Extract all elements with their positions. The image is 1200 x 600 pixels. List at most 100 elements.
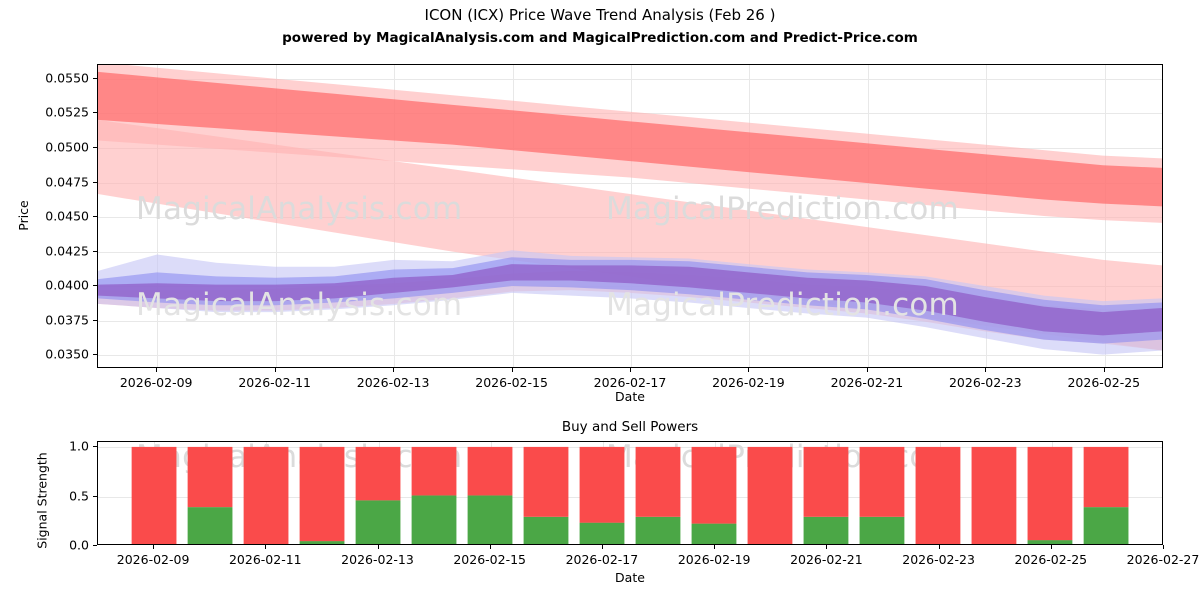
bar-sell-power-9 — [635, 446, 681, 517]
powers-y-axis-title: Signal Strength — [34, 452, 50, 549]
price-ytick-mark-1 — [93, 319, 97, 321]
powers-xtick-mark-3 — [489, 545, 491, 549]
price-plot-area: MagicalAnalysis.com MagicalPrediction.co… — [97, 64, 1163, 368]
powers-plot-area: MagicalAnalysis.com MagicalPrediction.co… — [97, 441, 1163, 545]
price-xtick-mark-0 — [156, 368, 158, 372]
price-ytick-label-0: 0.0350 — [45, 346, 89, 362]
price-xtick-label-0: 2026-02-09 — [119, 375, 193, 390]
powers-xtick-mark-1 — [265, 545, 267, 549]
powers-xtick-label-9: 2026-02-27 — [1126, 552, 1200, 567]
powers-xtick-label-0: 2026-02-09 — [116, 552, 190, 567]
price-gridline-v-7 — [986, 65, 988, 367]
bar-buy-power-9 — [635, 516, 681, 544]
powers-xtick-label-1: 2026-02-11 — [228, 552, 302, 567]
price-band-purple-core — [98, 264, 1162, 336]
bar-sell-power-12 — [803, 446, 849, 517]
price-band-upper-red-band-inner — [98, 71, 1162, 207]
price-ytick-label-5: 0.0475 — [45, 174, 89, 189]
powers-ytick-label-0: 0.0 — [69, 537, 89, 553]
bar-sell-power-14 — [915, 446, 961, 544]
price-ytick-mark-5 — [93, 181, 97, 183]
powers-xtick-mark-2 — [377, 545, 379, 549]
powers-ytick-label-1: 0.5 — [69, 488, 89, 503]
bar-buy-power-10 — [691, 523, 737, 544]
price-ytick-label-7: 0.0525 — [45, 104, 89, 120]
powers-xtick-label-2: 2026-02-13 — [341, 552, 414, 567]
powers-gridline-h-1 — [98, 496, 1162, 498]
price-gridline-h-8 — [98, 78, 1162, 80]
price-xtick-mark-3 — [511, 368, 513, 372]
powers-xtick-mark-7 — [938, 545, 940, 549]
price-ytick-mark-4 — [93, 216, 97, 217]
bar-buy-power-3 — [299, 541, 345, 544]
price-xtick-label-4: 2026-02-17 — [593, 375, 667, 390]
price-xtick-label-2: 2026-02-13 — [356, 375, 430, 390]
price-xtick-label-1: 2026-02-11 — [238, 375, 312, 390]
price-gridline-h-5 — [98, 182, 1162, 184]
bar-sell-power-2 — [243, 446, 289, 544]
price-xtick-mark-2 — [393, 368, 395, 372]
powers-x-axis-title: Date — [615, 570, 645, 585]
price-band-blue-band-mid — [98, 257, 1162, 344]
price-xtick-label-7: 2026-02-23 — [948, 375, 1022, 390]
powers-ytick-mark-2 — [93, 446, 97, 447]
bar-buy-power-8 — [579, 522, 625, 544]
powers-ytick-mark-1 — [93, 495, 97, 497]
bar-sell-power-15 — [971, 446, 1017, 544]
bar-buy-power-16 — [1027, 540, 1073, 544]
bar-sell-power-7 — [523, 446, 569, 517]
bar-sell-power-3 — [299, 446, 345, 542]
price-ytick-label-8: 0.0550 — [45, 70, 89, 86]
price-xtick-mark-6 — [866, 368, 868, 372]
powers-xtick-mark-5 — [714, 545, 716, 549]
price-xtick-label-3: 2026-02-15 — [475, 375, 548, 390]
price-ytick-mark-3 — [93, 250, 97, 252]
price-gridline-h-1 — [98, 320, 1162, 322]
bar-buy-power-7 — [523, 516, 569, 544]
bar-sell-power-5 — [411, 446, 457, 496]
price-ytick-mark-6 — [93, 146, 97, 148]
price-ytick-label-6: 0.0500 — [45, 139, 89, 155]
powers-gridline-h-2 — [98, 447, 1162, 448]
page-subtitle: powered by MagicalAnalysis.com and Magic… — [282, 30, 918, 46]
bar-sell-power-16 — [1027, 446, 1073, 541]
bar-buy-power-4 — [355, 500, 401, 544]
bar-buy-power-1 — [187, 507, 233, 544]
powers-xtick-mark-9 — [1163, 545, 1164, 549]
bar-sell-power-6 — [467, 446, 513, 496]
bar-sell-power-10 — [691, 446, 737, 524]
powers-panel-title: Buy and Sell Powers — [561, 419, 699, 435]
price-ytick-label-1: 0.0375 — [45, 312, 89, 328]
bar-buy-power-5 — [411, 495, 457, 544]
bar-buy-power-6 — [467, 495, 513, 544]
price-gridline-v-6 — [867, 65, 869, 367]
bar-buy-power-13 — [859, 516, 905, 544]
powers-xtick-label-7: 2026-02-23 — [902, 552, 975, 567]
price-ytick-mark-2 — [93, 285, 97, 287]
powers-ytick-mark-0 — [93, 545, 97, 546]
price-ytick-label-3: 0.0425 — [45, 243, 89, 258]
price-wave-chart: MagicalAnalysis.com MagicalPrediction.co… — [45, 64, 1163, 390]
bar-buy-power-17 — [1083, 507, 1129, 544]
price-xtick-mark-1 — [274, 368, 276, 372]
powers-xtick-mark-6 — [826, 545, 828, 549]
price-gridline-v-0 — [157, 65, 159, 367]
price-xtick-mark-7 — [985, 368, 987, 372]
powers-xtick-label-6: 2026-02-21 — [790, 552, 863, 567]
powers-xtick-mark-0 — [153, 545, 155, 549]
price-y-axis-title: Price — [15, 200, 31, 231]
bar-sell-power-0 — [131, 446, 177, 544]
price-xtick-mark-5 — [748, 368, 750, 372]
powers-bar-layer — [131, 446, 1129, 544]
page-title: ICON (ICX) Price Wave Trend Analysis (Fe… — [424, 6, 776, 24]
powers-xtick-label-3: 2026-02-15 — [453, 552, 527, 567]
buy-sell-powers-chart: MagicalAnalysis.com MagicalPrediction.co… — [69, 439, 1199, 568]
bar-buy-power-12 — [803, 516, 849, 544]
powers-xtick-mark-8 — [1050, 545, 1052, 549]
price-gridline-h-0 — [98, 355, 1162, 357]
bar-sell-power-4 — [355, 446, 401, 501]
bar-sell-power-11 — [747, 446, 793, 544]
powers-xtick-label-5: 2026-02-19 — [677, 552, 751, 567]
bar-sell-power-8 — [579, 446, 625, 523]
